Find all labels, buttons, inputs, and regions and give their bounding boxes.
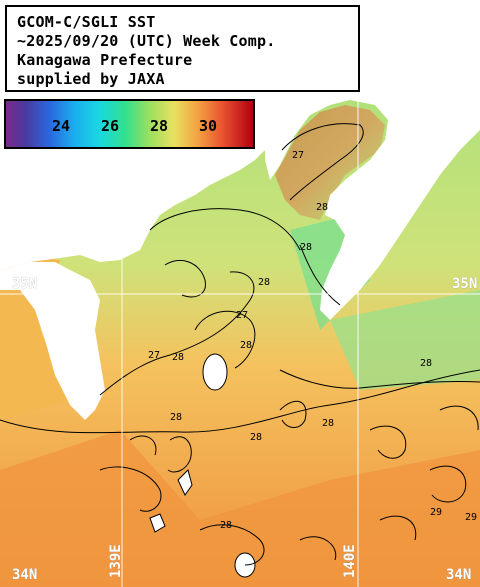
colorbar-tick: 24: [51, 117, 71, 135]
lon-label-140e: 140E: [342, 544, 358, 578]
title-line-3: Kanagawa Prefecture: [17, 51, 193, 69]
contour-label: 28: [420, 358, 432, 369]
land-izu-peninsula: [0, 262, 105, 420]
contour-label: 28: [250, 432, 262, 443]
title-line-2: ~2025/09/20 (UTC) Week Comp.: [17, 32, 276, 50]
title-line-1: GCOM-C/SGLI SST: [17, 13, 156, 31]
sea-south-warm: [0, 430, 480, 587]
contour-lines: [0, 123, 480, 566]
contour-label: 28: [300, 242, 312, 253]
contour-label: 28: [322, 418, 334, 429]
contour-label: 27: [292, 150, 304, 161]
contour-label: 27: [236, 310, 248, 321]
lat-label-34n-right: 34N: [446, 567, 472, 583]
contour-label: 27: [148, 350, 160, 361]
colorbar-tick: 26: [100, 117, 120, 135]
sea-west-warm: [0, 250, 70, 420]
lat-label-35n-left: 35N: [12, 276, 38, 292]
contour-label: 28: [220, 520, 232, 531]
sea-east-cool: [330, 290, 480, 390]
title-line-4: supplied by JAXA: [17, 70, 165, 88]
contour-label: 29: [465, 512, 477, 523]
colorbar-tick: 30: [198, 117, 218, 135]
colorbar-gradient: [6, 101, 253, 147]
contour-label: 28: [170, 412, 182, 423]
island-niijima: [149, 513, 166, 533]
colorbar-tick: 28: [149, 117, 169, 135]
island-toshima: [177, 469, 193, 496]
lat-label-34n-left: 34N: [12, 567, 38, 583]
contour-label: 28: [240, 340, 252, 351]
lon-label-139e: 139E: [108, 544, 124, 578]
contour-labels: 27 28 28 28 27 28 28 28 28 28 28 29 29 2…: [148, 150, 477, 531]
contour-label: 29: [430, 507, 442, 518]
island-oshima: [202, 353, 228, 391]
contour-label: 28: [316, 202, 328, 213]
contour-label: 28: [258, 277, 270, 288]
lat-label-35n-right: 35N: [452, 276, 478, 292]
land-northeast-corner: [440, 0, 480, 15]
title-box: GCOM-C/SGLI SST ~2025/09/20 (UTC) Week C…: [5, 5, 360, 92]
contour-label: 28: [172, 352, 184, 363]
colorbar: 24 26 28 30: [4, 99, 255, 149]
